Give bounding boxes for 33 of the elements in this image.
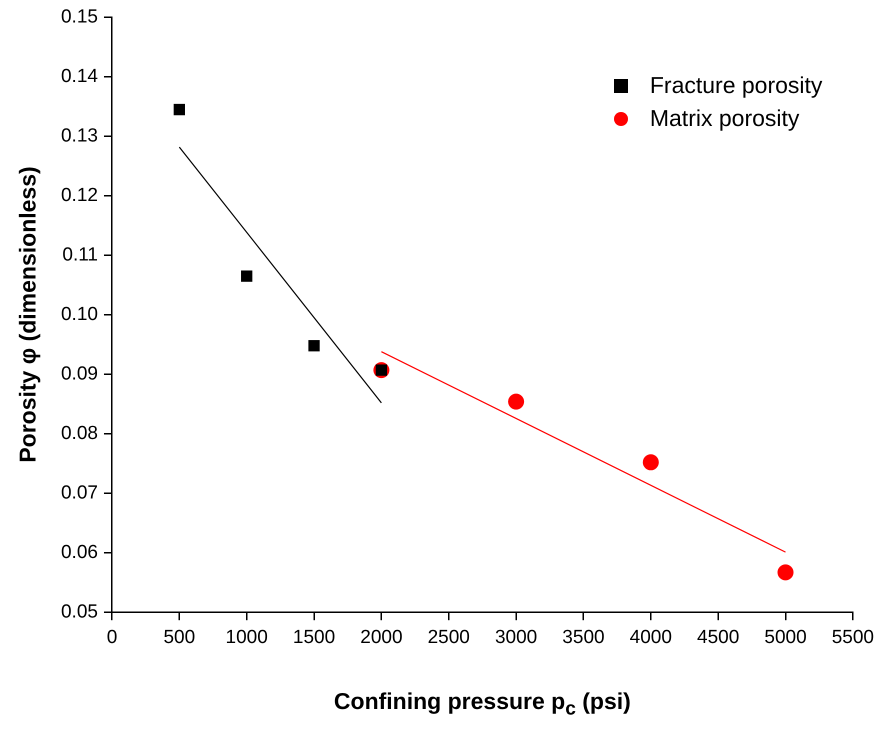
- x-tick-label: 5500: [832, 626, 874, 648]
- x-axis-title: Confining pressure p$_{c}$ (psi): [334, 688, 631, 721]
- x-tick-label: 2000: [360, 626, 403, 648]
- y-tick-label: 0.12: [60, 185, 98, 206]
- x-tick-label: 500: [163, 626, 196, 648]
- point: [642, 454, 659, 470]
- x-tick-label: 0: [106, 626, 118, 648]
- x-tick-label: 4500: [697, 626, 740, 648]
- y-tick-label: 0.13: [60, 126, 98, 147]
- x-tick-label: 4000: [630, 626, 672, 648]
- y-tick-label: 0.09: [60, 364, 98, 385]
- legend-label: Matrix porosity: [650, 105, 800, 132]
- x-tick-label: 5000: [764, 626, 807, 648]
- x-tick-label: 1000: [226, 626, 268, 648]
- y-tick-label: 0.08: [60, 422, 98, 444]
- y-tick-label: 0.06: [60, 542, 98, 563]
- x-tick-label: 2500: [428, 626, 470, 648]
- point: [241, 270, 252, 282]
- y-tick-label: 0.07: [60, 482, 98, 504]
- y-tick-label: 0.11: [62, 244, 98, 266]
- point: [508, 394, 524, 410]
- y-tick-label: 0.14: [60, 66, 98, 88]
- x-tick-label: 3000: [494, 626, 538, 648]
- point: [308, 340, 320, 352]
- y-tick-label: 0.05: [60, 601, 98, 622]
- y-tick-label: 0.15: [60, 6, 98, 28]
- y-tick-label: 0.10: [60, 304, 98, 326]
- y-axis-title: Porosity φ (dimensionless): [14, 166, 42, 463]
- point: [174, 104, 185, 116]
- legend-label: Fracture porosity: [650, 72, 822, 100]
- x-tick-label: 3500: [562, 626, 605, 648]
- point: [778, 564, 794, 580]
- x-tick-label: 1500: [292, 626, 336, 648]
